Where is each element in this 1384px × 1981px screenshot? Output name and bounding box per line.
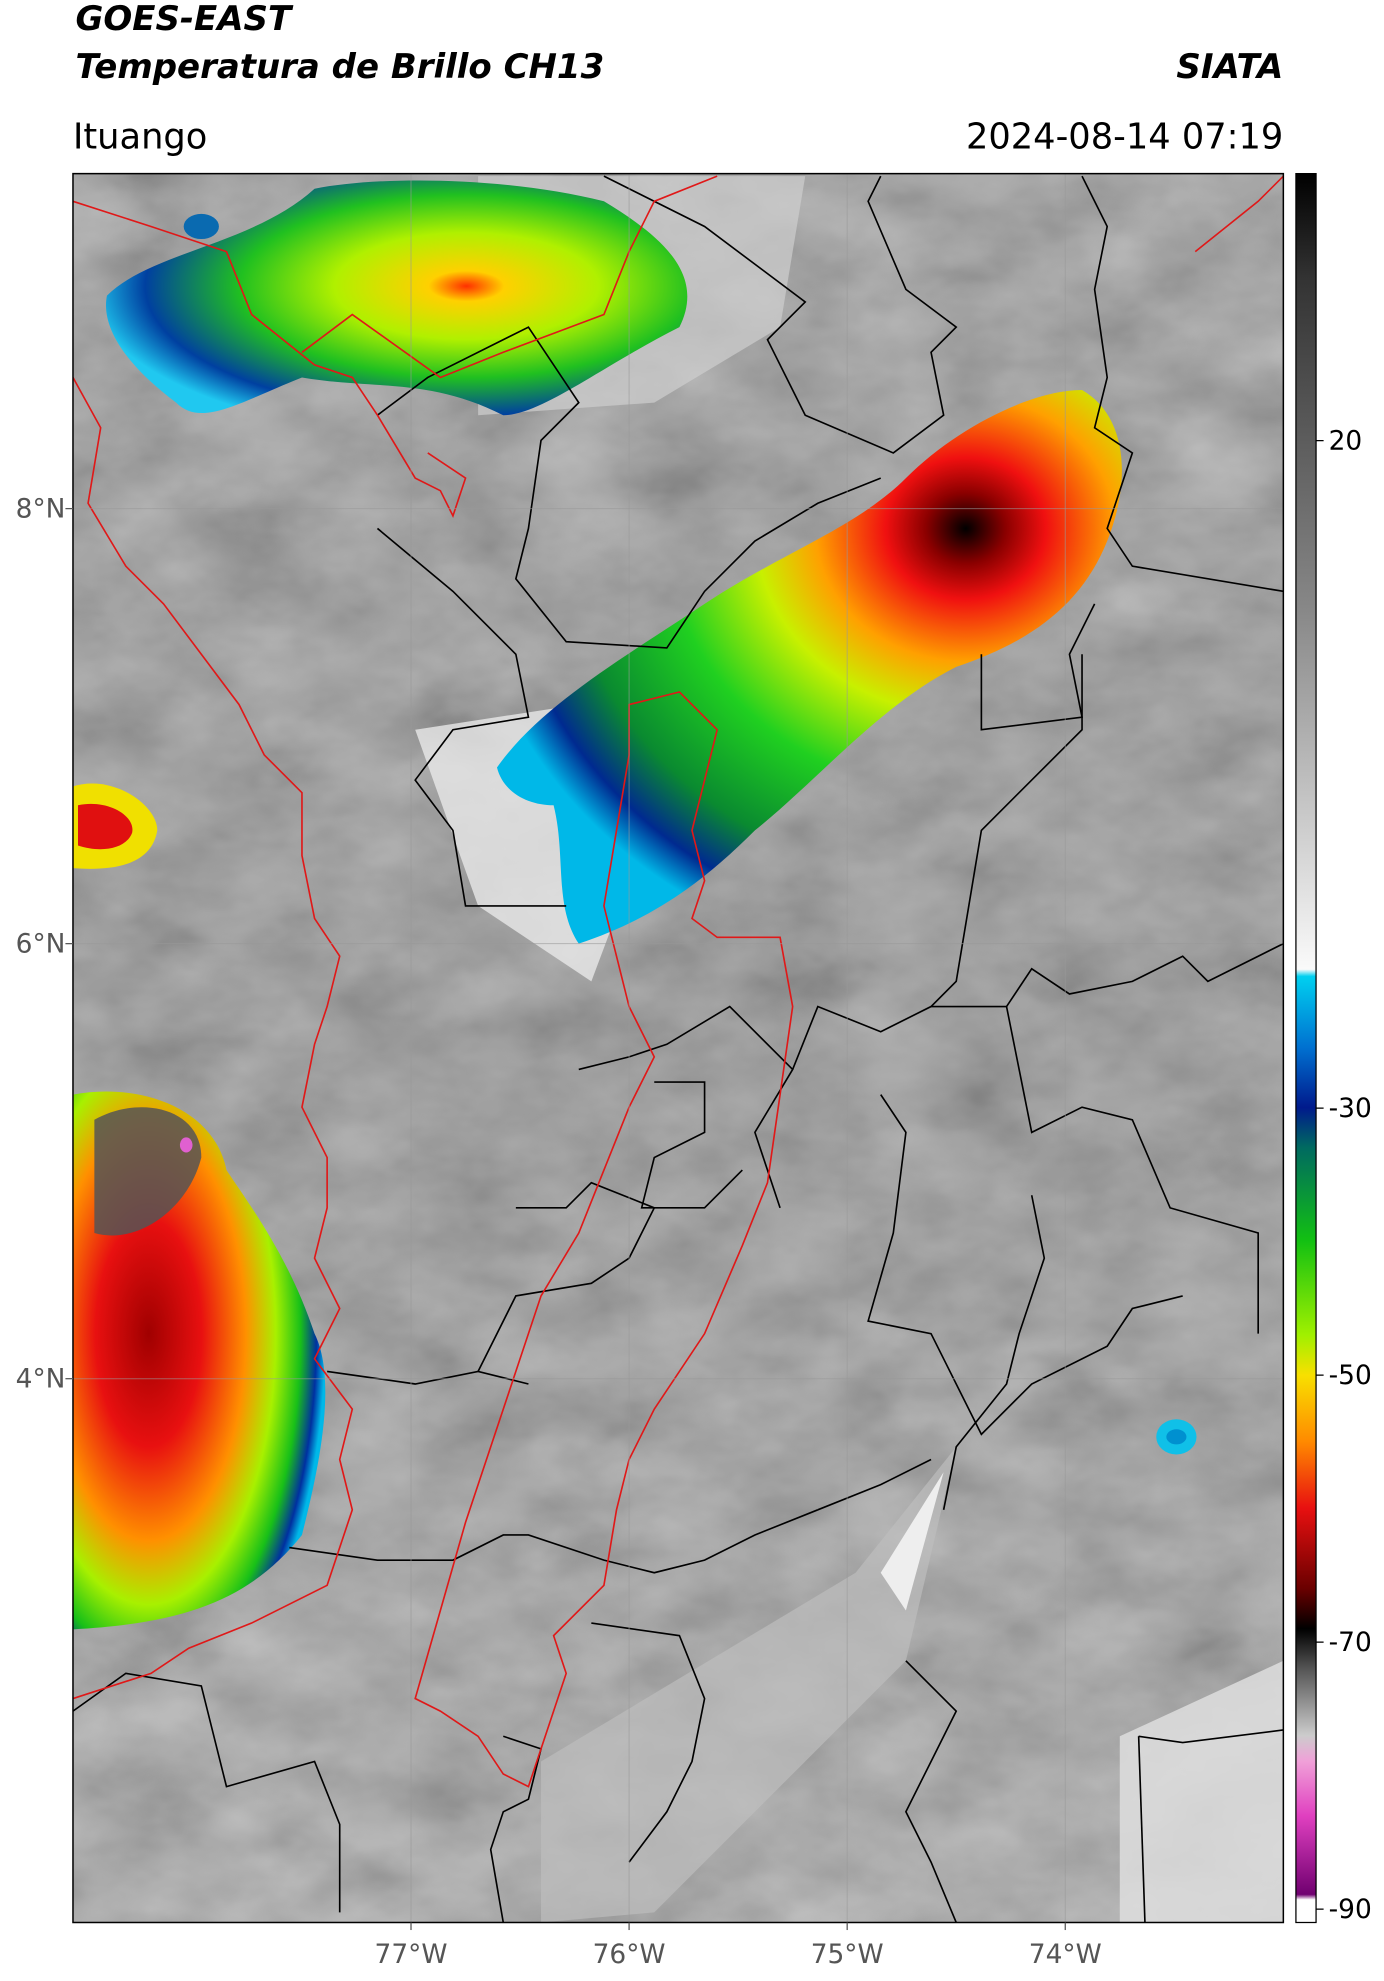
colorbar-label: -90	[1329, 1894, 1372, 1925]
colorbar-label: -50	[1329, 1360, 1372, 1391]
subtitle: Temperatura de Brillo CH13	[75, 47, 604, 87]
title: GOES-EAST	[75, 0, 293, 39]
y-tick-label: 6°N	[16, 928, 66, 959]
map-frame	[72, 172, 1285, 1924]
x-tick-label: 74°W	[1029, 1939, 1102, 1970]
grid	[72, 173, 1284, 1923]
x-tick-label: 77°W	[375, 1939, 448, 1970]
location: Ituango	[73, 116, 207, 157]
x-tick-label: 76°W	[593, 1939, 666, 1970]
colorbar-label: -70	[1329, 1627, 1372, 1658]
colorbar	[1295, 172, 1317, 1924]
x-tick-label: 75°W	[811, 1939, 884, 1970]
datetime: 2024-08-14 07:19	[966, 116, 1283, 157]
colorbar-label: -30	[1329, 1093, 1372, 1124]
source: SIATA	[1176, 47, 1283, 87]
y-tick-label: 8°N	[16, 493, 66, 524]
y-tick-label: 4°N	[16, 1364, 66, 1395]
satellite-image	[72, 173, 1284, 1923]
colorbar-label: 20	[1329, 425, 1363, 456]
